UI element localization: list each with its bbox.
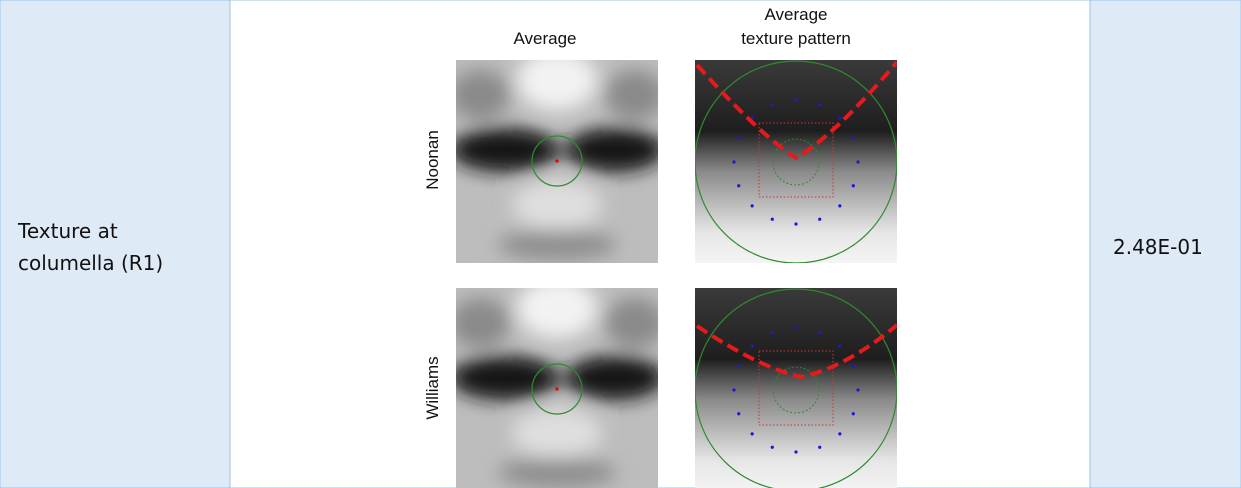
shade	[512, 408, 602, 458]
shade	[456, 70, 510, 120]
shade	[565, 128, 658, 172]
image-row	[456, 288, 897, 488]
sample-dot	[838, 204, 842, 208]
row-label: columella (R1)	[18, 251, 163, 275]
row-label: Texture at	[17, 219, 118, 243]
image-bg	[695, 288, 897, 488]
sample-dot	[750, 344, 754, 348]
sample-dot	[818, 331, 822, 335]
sample-dot	[851, 364, 855, 368]
sample-dot	[770, 331, 774, 335]
average-image	[456, 288, 658, 488]
sample-dot	[737, 136, 741, 140]
shade	[565, 356, 658, 400]
sample-dot	[856, 160, 860, 164]
center-dot	[555, 387, 559, 391]
sample-dot	[770, 445, 774, 449]
shade	[512, 180, 602, 230]
sample-dot	[737, 412, 741, 416]
sample-dot	[794, 222, 798, 226]
label-cell	[0, 0, 231, 488]
region-circle	[531, 135, 583, 187]
sample-dot	[838, 344, 842, 348]
shade	[497, 230, 617, 260]
sample-dot	[818, 103, 822, 107]
center-dot	[555, 159, 559, 163]
region-circle	[531, 363, 583, 415]
sample-dot	[794, 326, 798, 330]
sample-dot	[737, 184, 741, 188]
shade	[456, 128, 560, 172]
row-header: Noonan	[423, 130, 442, 190]
column-header: Average	[513, 29, 576, 48]
column-header: texture pattern	[741, 29, 851, 48]
sample-dot	[732, 160, 736, 164]
shade	[605, 70, 658, 120]
shade	[456, 356, 560, 400]
shade	[517, 288, 597, 338]
sample-dot	[856, 388, 860, 392]
sample-dot	[851, 136, 855, 140]
sample-dot	[732, 388, 736, 392]
value-cell	[1089, 0, 1241, 488]
boundary-curve	[695, 60, 897, 161]
figure-cell	[229, 0, 1091, 488]
row-value: 2.48E-01	[1113, 235, 1203, 259]
image-shading	[456, 60, 658, 260]
boundary-curve	[695, 323, 897, 380]
sample-dot	[750, 204, 754, 208]
image-panels	[456, 60, 897, 488]
average-image	[456, 60, 658, 263]
sample-dot	[838, 432, 842, 436]
sample-dot	[794, 450, 798, 454]
sample-dot	[851, 184, 855, 188]
shade	[497, 458, 617, 488]
inner-circle	[772, 366, 820, 414]
image-row	[456, 60, 897, 263]
texture-image	[695, 288, 897, 488]
sample-dot	[794, 98, 798, 102]
column-header: Average	[764, 5, 827, 24]
image-bg	[695, 60, 897, 263]
sample-dot	[818, 217, 822, 221]
shade	[517, 60, 597, 110]
row-header: Williams	[423, 356, 442, 419]
sample-dot	[770, 103, 774, 107]
sample-dot	[770, 217, 774, 221]
texture-image	[695, 60, 897, 263]
shade	[456, 298, 510, 348]
outer-circle	[695, 288, 897, 488]
sample-dot	[838, 116, 842, 120]
sample-dot	[750, 432, 754, 436]
region-box	[758, 122, 834, 198]
inner-circle	[772, 138, 820, 186]
sample-dot	[737, 364, 741, 368]
sample-dot	[818, 445, 822, 449]
outer-circle	[695, 60, 897, 263]
sample-dot	[851, 412, 855, 416]
image-shading	[456, 288, 658, 488]
region-box	[758, 350, 834, 426]
shade	[605, 298, 658, 348]
